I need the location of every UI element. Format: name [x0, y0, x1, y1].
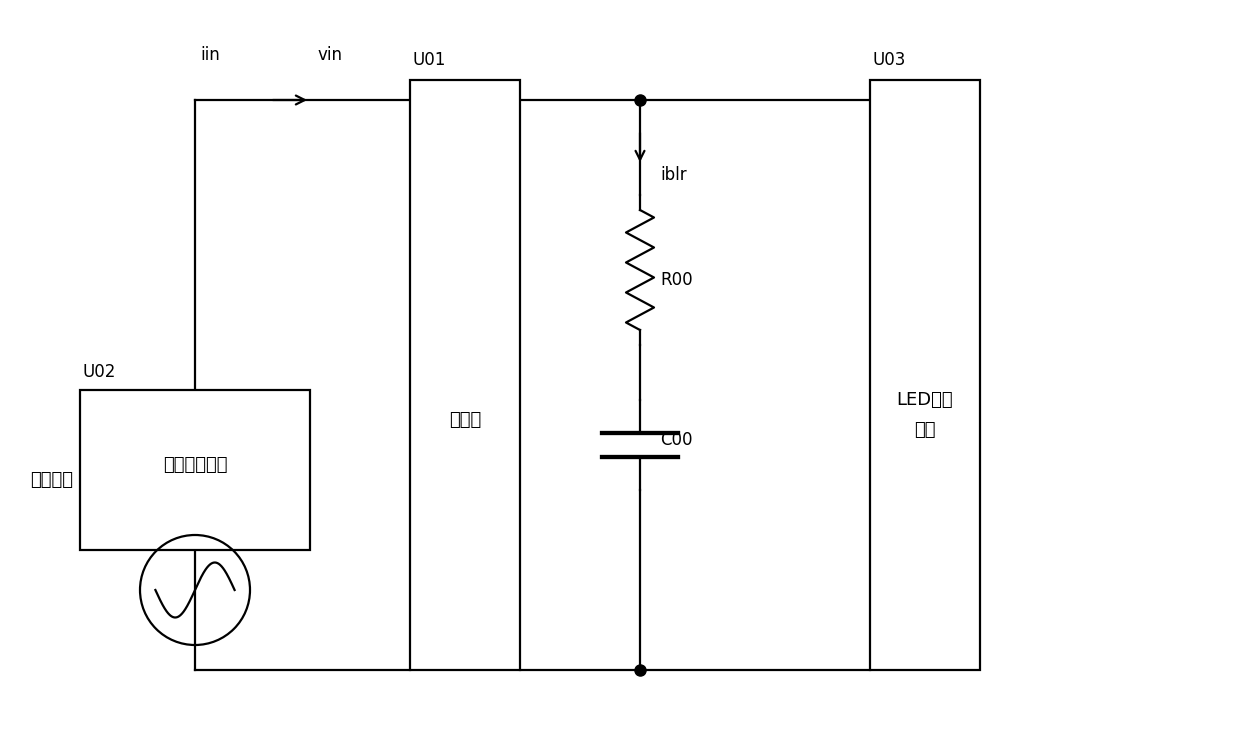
Text: 电路: 电路: [914, 421, 936, 439]
Text: 交流输入: 交流输入: [30, 471, 73, 489]
Text: iblr: iblr: [660, 166, 687, 184]
Text: C00: C00: [660, 431, 692, 449]
Text: U01: U01: [412, 51, 445, 69]
Text: LED驱动: LED驱动: [897, 391, 954, 409]
Text: U03: U03: [872, 51, 905, 69]
Bar: [410, 80, 520, 670]
Text: R00: R00: [660, 271, 693, 289]
Bar: [870, 80, 980, 670]
Text: iin: iin: [200, 46, 219, 64]
Text: 可控硬调光器: 可控硬调光器: [162, 456, 227, 474]
Bar: [81, 390, 310, 550]
Text: vin: vin: [317, 46, 342, 64]
Text: 整流桥: 整流桥: [449, 411, 481, 429]
Text: U02: U02: [82, 363, 115, 381]
